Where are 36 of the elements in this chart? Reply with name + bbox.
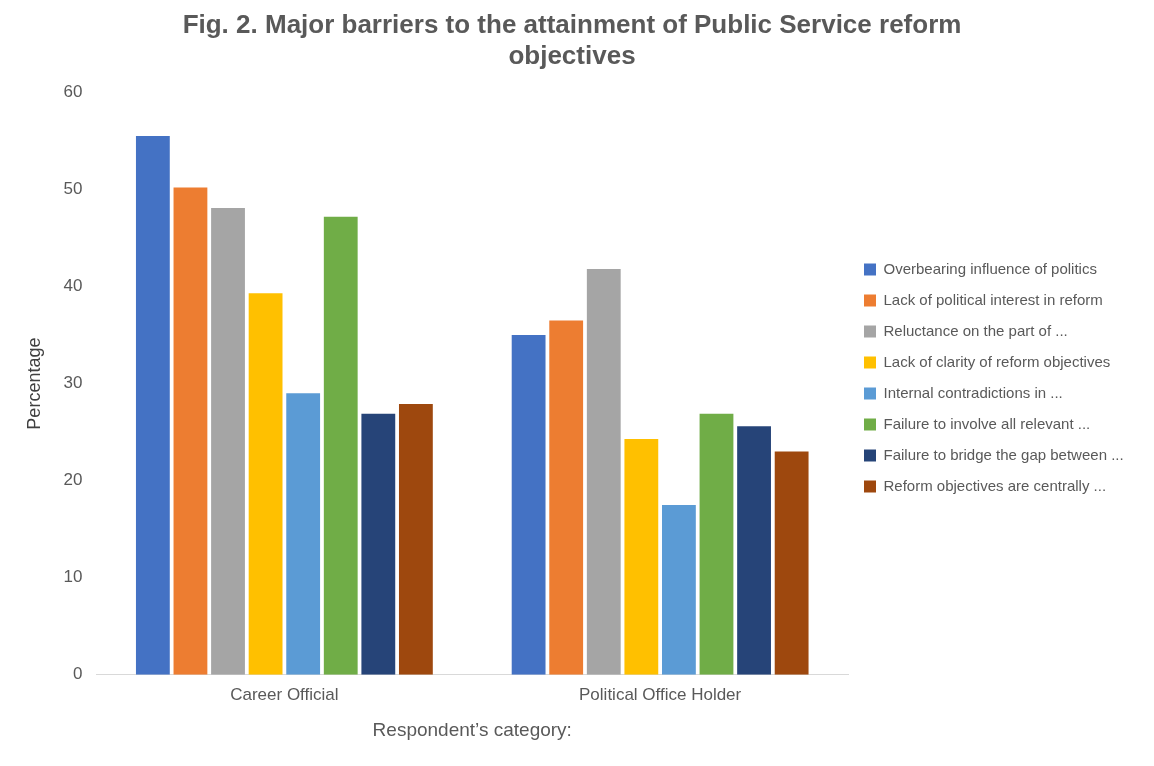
bar (286, 393, 321, 675)
legend-label: Overbearing influence of politics (883, 259, 1097, 277)
y-axis-title: Percentage (23, 337, 44, 430)
bar (624, 438, 659, 675)
x-axis-title: Respondent’s category: (372, 718, 572, 740)
legend-label: Reluctance on the part of ... (883, 321, 1068, 339)
y-tick-label: 60 (63, 82, 83, 102)
legend-label: Reform objectives are centrally ... (883, 476, 1107, 494)
x-tick-label: Career Official (230, 684, 339, 704)
legend-label: Failure to bridge the gap between ... (883, 445, 1124, 463)
bar (699, 413, 734, 675)
y-tick-label: 10 (63, 567, 83, 587)
bar (211, 207, 245, 675)
x-tick-label: Political Office Holder (579, 684, 742, 704)
bar (737, 426, 771, 675)
bar (774, 451, 809, 675)
bar (248, 293, 283, 675)
bar (398, 403, 433, 675)
y-tick-label: 30 (63, 373, 83, 393)
legend-label: Lack of political interest in reform (883, 290, 1103, 308)
bar (361, 413, 396, 675)
legend-label: Failure to involve all relevant ... (883, 414, 1091, 432)
y-tick-label: 20 (63, 470, 83, 490)
bar (662, 504, 696, 675)
bar (323, 216, 358, 675)
bar (549, 320, 584, 675)
bar (135, 136, 170, 675)
bar (511, 335, 546, 675)
chart-title: Fig. 2. Major barriers to the attainment of Public Service reform objectives (182, 8, 962, 70)
legend-label: Lack of clarity of reform objectives (883, 352, 1111, 370)
y-tick-label: 40 (63, 276, 83, 296)
bar (586, 269, 621, 675)
legend-label: Internal contradictions in ... (883, 383, 1063, 401)
y-tick-label: 0 (73, 664, 83, 684)
bar (173, 187, 208, 675)
y-tick-label: 50 (63, 179, 83, 199)
